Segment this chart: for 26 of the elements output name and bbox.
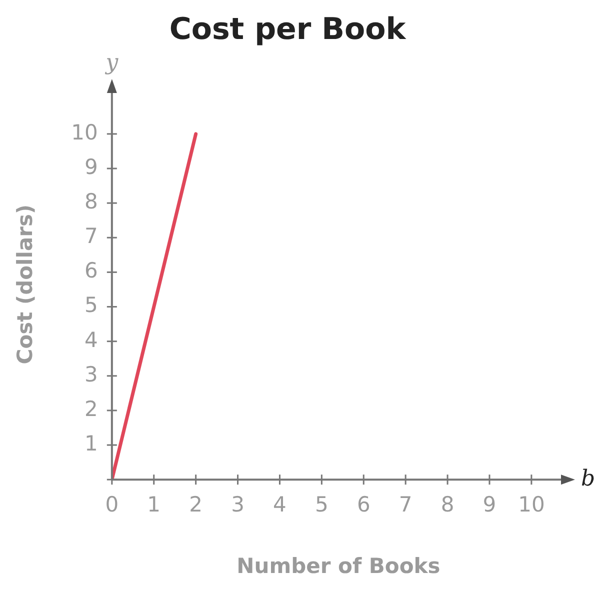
y-tick-label: 6 (84, 258, 98, 283)
x-tick-label: 2 (189, 492, 203, 517)
chart-title: Cost per Book (169, 12, 407, 47)
x-tick-label: 10 (518, 492, 545, 517)
x-tick-label: 4 (273, 492, 286, 517)
y-tick-label: 9 (84, 154, 98, 179)
text: b (581, 466, 596, 492)
x-tick-label: 1 (147, 492, 161, 517)
x-tick-label: 9 (482, 492, 496, 517)
text: y (104, 50, 119, 76)
y-tick-label: 7 (84, 224, 98, 248)
x-tick-label: 3 (231, 492, 244, 517)
x-tick-label: 0 (105, 492, 119, 517)
y-tick-label: 2 (84, 396, 98, 421)
x-axis-title: Number of Books (236, 554, 440, 578)
y-tick-label: 1 (84, 431, 98, 456)
y-tick-label: 10 (71, 120, 98, 144)
x-tick-label: 6 (356, 492, 370, 517)
x-tick-label: 5 (314, 492, 328, 517)
y-tick-label: 5 (84, 293, 98, 318)
y-tick-label: 8 (84, 190, 98, 214)
x-tick-label: 7 (398, 492, 412, 517)
x-tick-label: 8 (440, 492, 454, 517)
y-tick-label: 4 (84, 328, 98, 352)
y-tick-label: 3 (84, 362, 98, 386)
y-axis-title: Cost (dollars) (13, 204, 38, 364)
